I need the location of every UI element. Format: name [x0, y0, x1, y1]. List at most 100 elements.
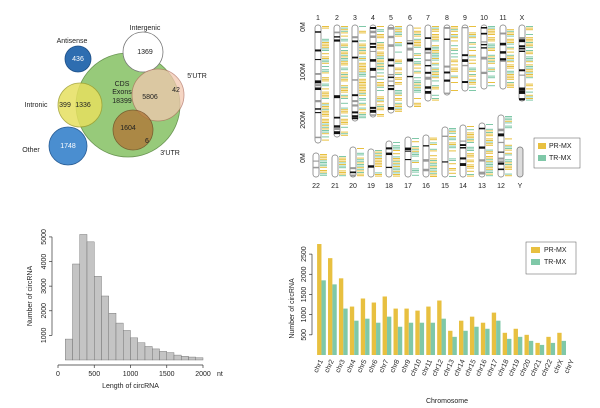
expression-tick [432, 27, 439, 29]
expression-tick [412, 171, 419, 173]
expression-tick [414, 106, 421, 107]
expression-tick [526, 77, 533, 79]
bar [513, 328, 518, 355]
expression-tick [320, 165, 327, 167]
x-tick-label: 1000 [123, 371, 139, 378]
expression-tick [322, 61, 329, 63]
expression-tick [467, 142, 474, 143]
expression-tick [359, 91, 366, 93]
expression-tick [395, 35, 402, 37]
expression-tick [359, 115, 366, 117]
expression-tick [507, 85, 514, 87]
expression-tick [377, 61, 384, 63]
expression-tick [341, 35, 348, 37]
expression-tick [322, 50, 329, 51]
bar [386, 316, 392, 355]
expression-tick [451, 37, 458, 39]
expression-tick [320, 155, 327, 157]
bar [496, 320, 501, 355]
chromosome-band [460, 157, 466, 160]
expression-tick [507, 58, 514, 59]
expression-tick [505, 149, 512, 151]
histogram-bar [101, 295, 109, 361]
chromosome-band [334, 125, 340, 128]
expression-tick [488, 56, 495, 58]
expression-tick [322, 130, 329, 131]
chromosome-band [462, 27, 468, 29]
histogram-bar [173, 354, 182, 361]
expression-tick [359, 53, 366, 55]
expression-tick [377, 69, 384, 71]
expression-tick [412, 138, 419, 139]
expression-tick [341, 80, 348, 82]
chromosome [518, 24, 526, 102]
y-tick-label: 1000 [41, 327, 48, 343]
expression-tick [341, 91, 348, 93]
expression-tick [412, 160, 419, 162]
expression-tick [486, 170, 493, 172]
expression-tick [488, 54, 495, 56]
expression-tick [322, 69, 329, 71]
bar [354, 320, 359, 355]
expression-tick [359, 85, 366, 87]
expression-tick [377, 114, 384, 115]
expression-tick [320, 157, 327, 159]
expression-tick [359, 59, 366, 61]
chromosome-band [462, 54, 468, 57]
expression-tick [505, 164, 512, 165]
expression-tick [467, 166, 474, 167]
expression-tick [486, 156, 493, 157]
expression-tick [488, 75, 495, 77]
expression-tick [505, 148, 512, 149]
expression-tick [395, 42, 402, 43]
expression-tick [507, 59, 514, 61]
expression-tick [375, 172, 382, 174]
chromosome-label: 20 [349, 183, 357, 190]
expression-tick [486, 173, 493, 175]
expression-tick [432, 53, 439, 55]
expression-tick [430, 137, 437, 139]
expression-tick [507, 61, 514, 63]
expression-tick [449, 128, 456, 129]
expression-tick [430, 142, 437, 144]
expression-tick [341, 53, 348, 55]
expression-tick [432, 51, 439, 53]
expression-tick [375, 153, 382, 155]
expression-tick [359, 72, 366, 74]
chromosome-band [407, 42, 413, 45]
expression-tick [377, 43, 384, 45]
expression-tick [377, 53, 384, 55]
expression-tick [322, 125, 329, 127]
expression-tick [526, 74, 533, 75]
expression-tick [507, 48, 514, 50]
chromosome-label: 6 [408, 15, 412, 22]
expression-tick [393, 148, 400, 150]
expression-tick [341, 102, 348, 104]
expression-tick [486, 162, 493, 164]
expression-tick [507, 38, 514, 40]
chromosome-band [388, 85, 394, 87]
expression-tick [357, 152, 364, 154]
chromosome-band [370, 114, 376, 116]
expression-tick [430, 161, 437, 163]
chromosome-label: 16 [422, 183, 430, 190]
expression-tick [526, 83, 533, 85]
x-axis-label: Chromosome [426, 398, 468, 405]
chromosome [441, 126, 449, 178]
expression-tick [467, 138, 474, 140]
chromosome-band [388, 80, 394, 82]
expression-tick [395, 78, 402, 80]
expression-tick [432, 64, 439, 66]
bar [415, 310, 420, 355]
expression-tick [467, 132, 474, 134]
expression-tick [414, 67, 421, 69]
expression-tick [432, 38, 439, 40]
chromosome-band [479, 171, 485, 175]
expression-tick [486, 168, 493, 170]
chromosome-band [334, 95, 340, 99]
expression-tick [467, 156, 474, 158]
chromosome-band [352, 56, 358, 59]
chromosome-band [498, 141, 504, 144]
expression-tick [469, 43, 476, 45]
